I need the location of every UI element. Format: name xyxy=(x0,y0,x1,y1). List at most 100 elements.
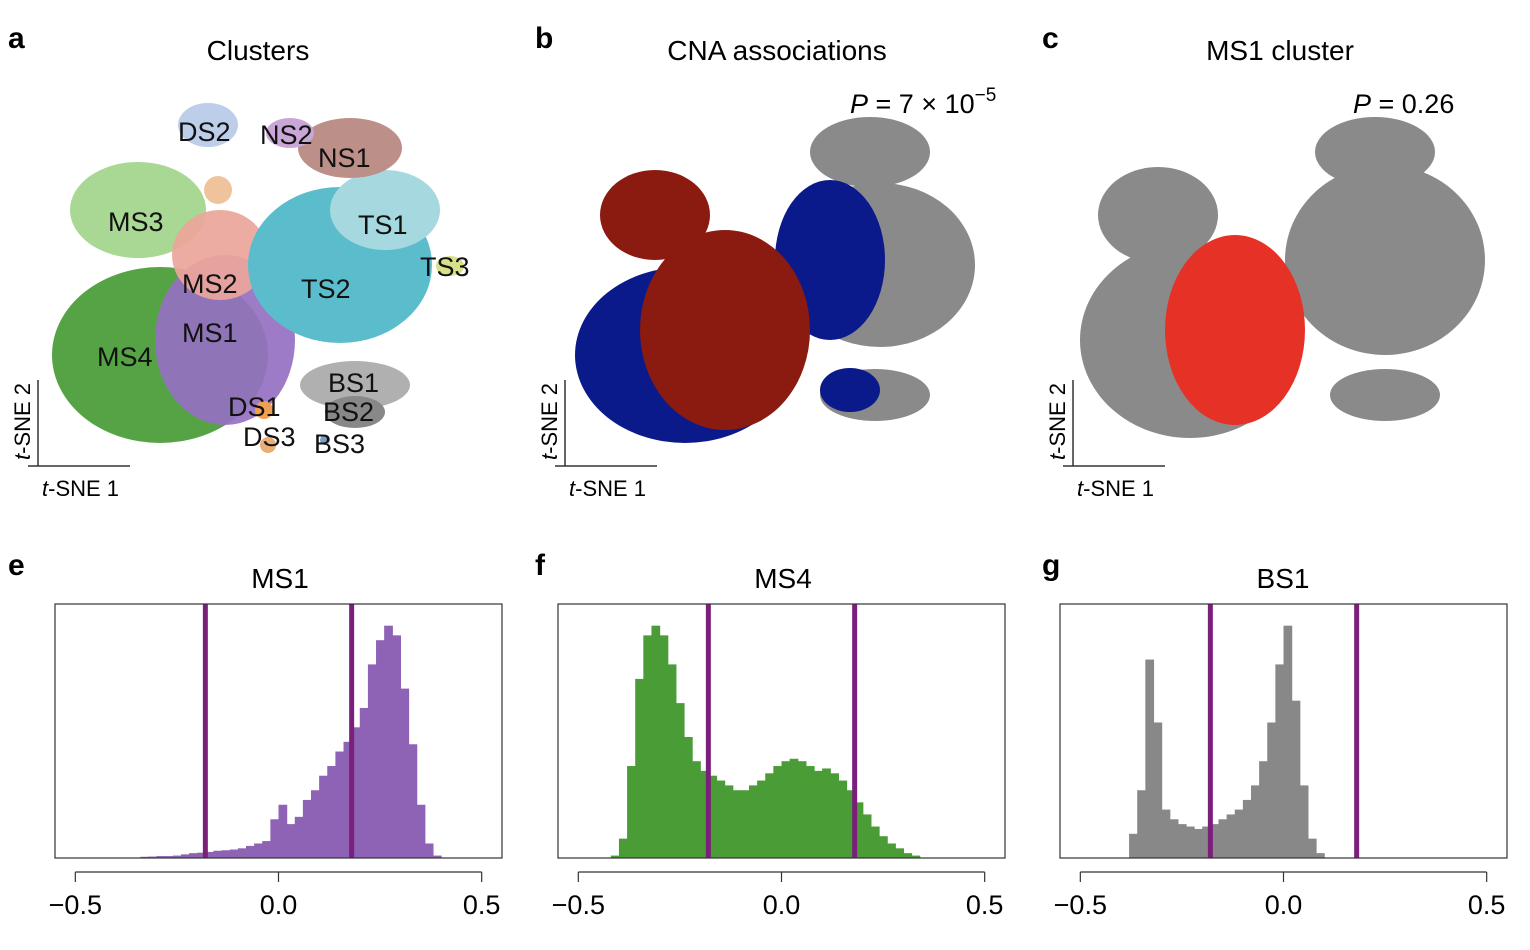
label-ds2: DS2 xyxy=(178,117,231,147)
panel-letter-a: a xyxy=(8,22,25,55)
histogram-bar xyxy=(659,635,669,858)
histogram-bar xyxy=(895,848,905,858)
plot-frame xyxy=(1059,603,1508,859)
histogram-bar xyxy=(197,852,206,858)
histogram-bar xyxy=(765,773,774,858)
label-ms4: MS4 xyxy=(97,342,153,372)
histogram-bar xyxy=(376,640,385,858)
histogram-bar xyxy=(740,790,750,858)
panel-a: a Clusters DS2 NS2 NS1 MS3 TS1 TS xyxy=(8,22,470,501)
tsne-cloud-clusters xyxy=(52,103,464,453)
histogram-bar xyxy=(311,790,320,858)
panel-title-c: MS1 cluster xyxy=(1206,35,1354,66)
histogram-bar xyxy=(822,768,831,858)
cloud-c-right-gray xyxy=(1285,165,1485,355)
histogram-bar xyxy=(854,802,864,858)
cloud-bs2 xyxy=(325,396,385,428)
pvalue-c: P = 0.26 xyxy=(1353,89,1454,119)
histogram-bs1: −0.5 0.0 0.5 xyxy=(1054,603,1508,920)
histogram-bar xyxy=(367,664,377,858)
cloud-ds2 xyxy=(178,103,238,147)
tsne-axes-c: t-SNE 1 t-SNE 2 xyxy=(1045,380,1165,501)
histogram-bar xyxy=(278,804,288,858)
tsne-axes-a: t-SNE 1 t-SNE 2 xyxy=(10,380,130,501)
histogram-bar xyxy=(911,855,921,858)
histogram-bar xyxy=(627,766,636,858)
label-bs2: BS2 xyxy=(323,397,374,427)
histogram-bar xyxy=(319,775,328,858)
histogram-bar xyxy=(1250,785,1260,858)
histogram-bar xyxy=(1259,761,1268,858)
histogram-bar xyxy=(1307,838,1317,858)
cloud-c-highlight xyxy=(1165,235,1305,425)
panel-g: g BS1 −0.5 0.0 0.5 xyxy=(1042,549,1508,920)
cluster-labels: DS2 NS2 NS1 MS3 TS1 TS3 MS2 TS2 MS1 MS4 … xyxy=(97,117,470,459)
panel-letter-e: e xyxy=(8,549,25,582)
histogram-bar xyxy=(343,741,353,858)
cloud-c-top-gray xyxy=(1315,117,1435,187)
histogram-bar xyxy=(237,848,247,858)
histogram-bar xyxy=(903,853,913,858)
histogram-bar xyxy=(667,664,677,858)
histogram-bar xyxy=(286,824,296,858)
label-ms3: MS3 xyxy=(108,207,164,237)
panel-title-a: Clusters xyxy=(207,35,310,66)
histogram-bar xyxy=(757,780,766,858)
histogram-bar xyxy=(1185,826,1195,858)
x-tick-label: −0.5 xyxy=(552,890,605,920)
cloud-b-top-gray xyxy=(810,117,930,187)
panel-title-b: CNA associations xyxy=(667,35,886,66)
histogram-bar xyxy=(814,770,823,858)
cloud-ds1 xyxy=(255,401,273,419)
histogram-bar xyxy=(140,856,150,858)
histogram-bar xyxy=(221,850,231,858)
x-tick-label: 0.5 xyxy=(966,890,1004,920)
histogram-bar xyxy=(408,744,418,858)
label-bs3: BS3 xyxy=(314,429,365,459)
panel-letter-c: c xyxy=(1042,22,1059,55)
label-ds1: DS1 xyxy=(228,392,281,422)
tsne-cloud-ms1 xyxy=(1080,117,1485,438)
histogram-bar xyxy=(700,770,709,858)
panel-b: b CNA associations P = 7 × 10−5 t-SNE 1 … xyxy=(535,22,996,501)
histogram-bar xyxy=(1267,722,1276,858)
tsne2-label-b: t-SNE 2 xyxy=(537,383,562,460)
plot-frame xyxy=(54,603,503,859)
x-tick-label: 0.0 xyxy=(260,890,298,920)
cloud-ms3 xyxy=(70,162,206,258)
histogram-bar xyxy=(351,727,361,858)
panel-title-f: MS4 xyxy=(754,563,812,594)
histogram-bar xyxy=(1177,824,1187,858)
tsne-axes-b: t-SNE 1 t-SNE 2 xyxy=(537,380,657,501)
cloud-b-bottom-blue xyxy=(820,368,880,412)
histogram-bar xyxy=(805,766,815,858)
histogram-bar xyxy=(245,845,255,858)
cloud-b-red xyxy=(640,230,810,430)
histogram-bar xyxy=(172,855,182,858)
histogram-bar xyxy=(879,836,888,858)
histogram-bar xyxy=(1145,659,1155,858)
histogram-bar xyxy=(432,855,442,858)
cloud-ns1 xyxy=(298,118,402,178)
plot-frame xyxy=(557,603,1006,859)
x-tick-label: 0.0 xyxy=(763,890,801,920)
histogram-bar xyxy=(164,856,174,858)
cloud-ts3 xyxy=(436,256,464,276)
tsne2-label-a: t-SNE 2 xyxy=(10,383,35,460)
histogram-bar xyxy=(1202,826,1211,858)
tsne-cloud-cna xyxy=(575,117,975,443)
histogram-bar xyxy=(1210,824,1220,858)
histogram-bar xyxy=(716,780,726,858)
histogram-bar xyxy=(887,843,896,858)
panel-letter-f: f xyxy=(535,549,546,582)
histogram-bar xyxy=(830,773,839,858)
histogram-bar xyxy=(643,635,653,858)
cloud-c-bottom-gray xyxy=(1330,369,1440,421)
histogram-bar xyxy=(732,790,742,858)
histogram-bar xyxy=(1137,790,1146,858)
histogram-bar xyxy=(229,849,239,858)
histogram-bar xyxy=(254,843,263,858)
cloud-c-left-top-gray xyxy=(1098,167,1218,263)
x-tick-label: −0.5 xyxy=(1054,890,1107,920)
panel-f: f MS4 −0.5 0.0 0.5 xyxy=(535,549,1006,920)
